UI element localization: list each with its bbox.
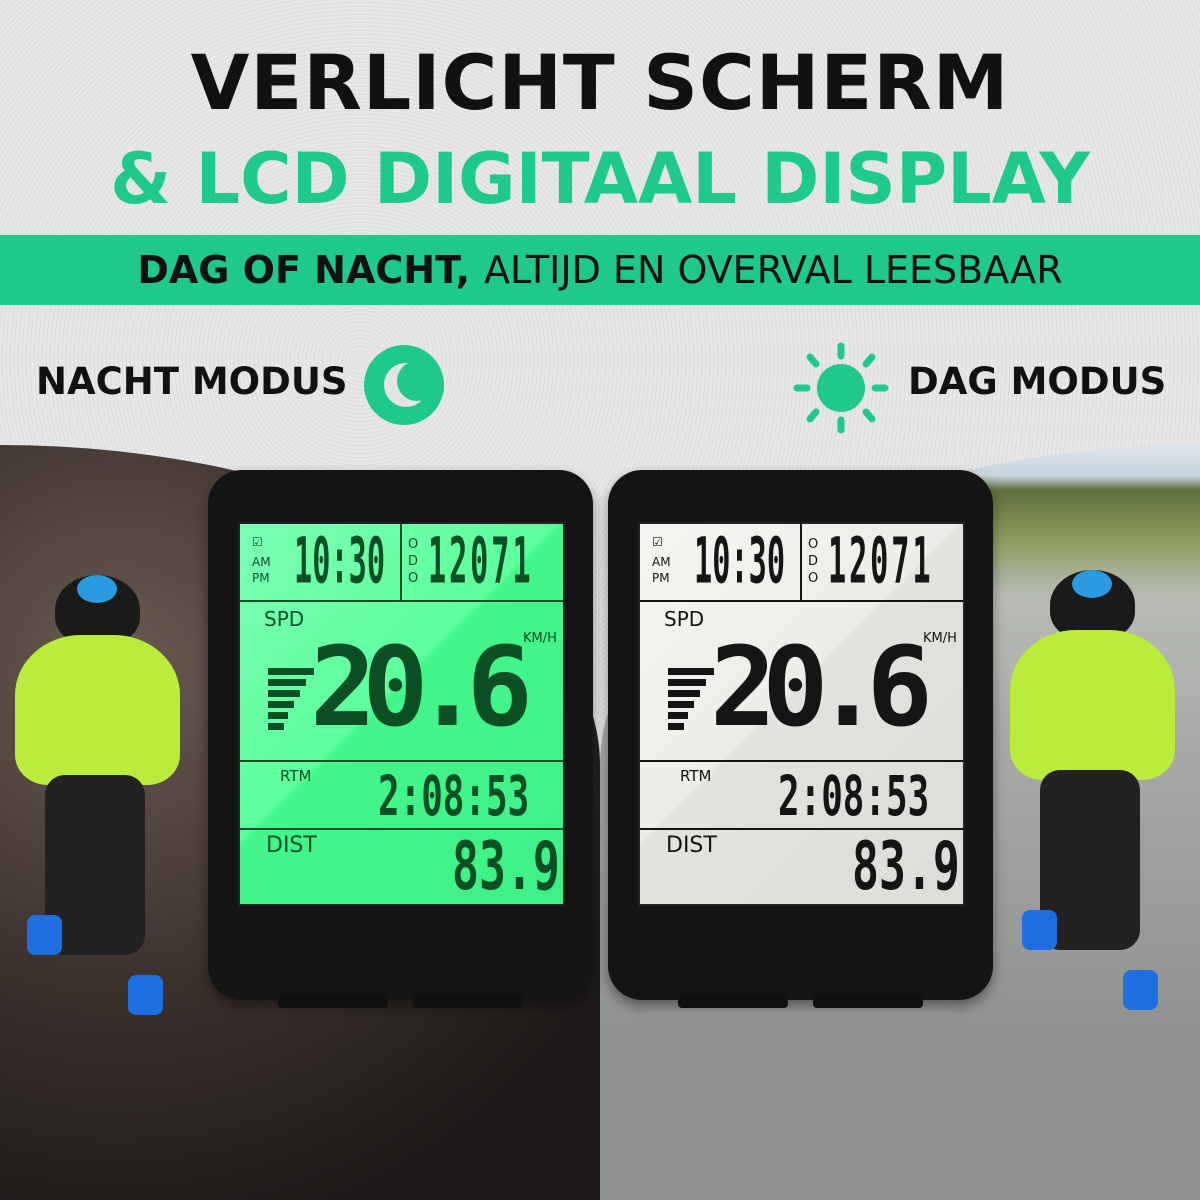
spd-label: SPD: [664, 607, 705, 631]
lcd-screen-night: ☑ AM PM 10:30 ODO 12071 SPD 20.6 KM/H RT…: [238, 522, 565, 906]
signal-bars: [668, 668, 714, 734]
cyclist: [1005, 570, 1175, 1010]
unit-label: KM/H: [523, 631, 557, 646]
moon-icon: [364, 345, 444, 425]
tagline-bold: DAG OF NACHT,: [137, 248, 471, 292]
night-mode-label: NACHT MODUS: [36, 360, 348, 403]
rtm-value: 2:08:53: [378, 763, 530, 828]
rtm-label: RTM: [280, 767, 312, 785]
dist-value: 83.9: [452, 828, 560, 906]
sun-icon: [793, 342, 889, 434]
cyclist: [10, 575, 180, 1015]
odo-value: 12071: [828, 524, 934, 598]
spd-label: SPD: [264, 607, 305, 631]
speed-value: 20.6: [310, 623, 533, 751]
check-icon: ☑: [652, 535, 663, 549]
odo-label: ODO: [408, 537, 419, 586]
pm-label: PM: [252, 571, 270, 585]
am-label: AM: [252, 555, 271, 569]
signal-bars: [268, 668, 314, 734]
odo-value: 12071: [428, 524, 534, 598]
am-label: AM: [652, 555, 671, 569]
rtm-value: 2:08:53: [778, 763, 930, 828]
clock-value: 10:30: [294, 524, 386, 598]
dist-value: 83.9: [852, 828, 960, 906]
tagline-band: DAG OF NACHT, ALTIJD EN OVERVAL LEESBAAR: [0, 235, 1200, 305]
bike-computer-day: ☑ AM PM 10:30 ODO 12071 SPD 20.6 KM/H RT…: [608, 470, 993, 1008]
dist-label: DIST: [266, 833, 317, 858]
dist-label: DIST: [666, 833, 717, 858]
tagline-regular: ALTIJD EN OVERVAL LEESBAAR: [484, 248, 1063, 292]
headline-line1: VERLICHT SCHERM: [190, 38, 1010, 127]
bike-computer-night: ☑ AM PM 10:30 ODO 12071 SPD 20.6 KM/H RT…: [208, 470, 593, 1008]
check-icon: ☑: [252, 535, 263, 549]
odo-label: ODO: [808, 537, 819, 586]
clock-value: 10:30: [694, 524, 786, 598]
pm-label: PM: [652, 571, 670, 585]
lcd-screen-day: ☑ AM PM 10:30 ODO 12071 SPD 20.6 KM/H RT…: [638, 522, 965, 906]
rtm-label: RTM: [680, 767, 712, 785]
speed-value: 20.6: [710, 623, 933, 751]
headline-line2: & LCD DIGITAAL DISPLAY: [110, 138, 1090, 220]
unit-label: KM/H: [923, 631, 957, 646]
day-mode-label: DAG MODUS: [908, 360, 1167, 403]
